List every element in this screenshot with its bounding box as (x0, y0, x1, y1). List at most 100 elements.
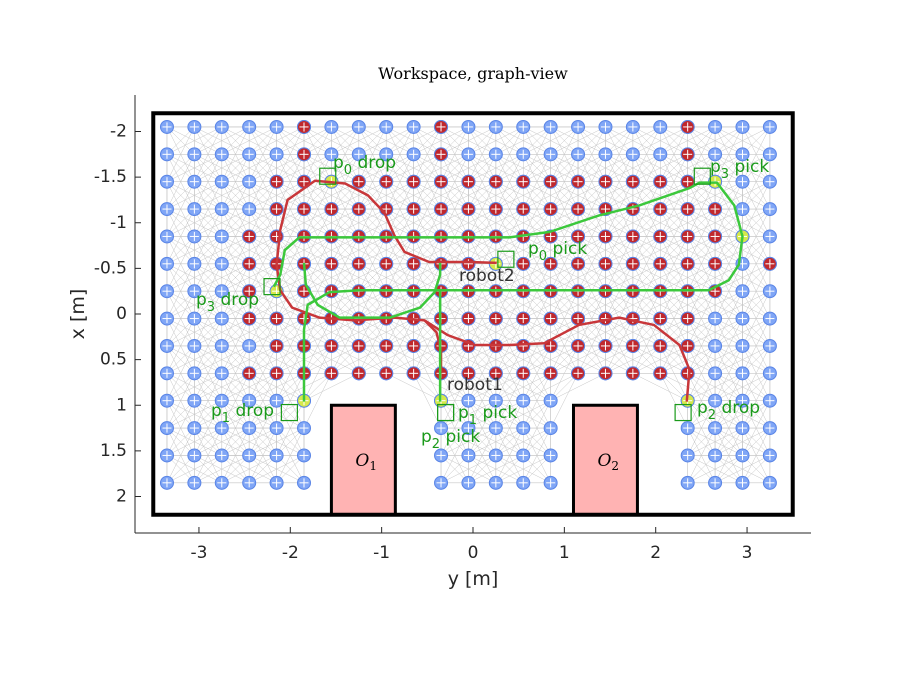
graph-edge (660, 236, 716, 265)
graph-edge (660, 345, 716, 374)
graph-edge (249, 181, 305, 210)
graph-edge (358, 345, 414, 374)
graph-edge (358, 236, 414, 265)
graph-edge (577, 318, 633, 347)
graph-edge (386, 154, 442, 182)
graph-edge (303, 373, 332, 429)
y-tick-label: 0.5 (100, 350, 127, 370)
graph-edge (550, 154, 606, 182)
graph-edge (358, 208, 414, 237)
graph-edge (632, 373, 688, 401)
graph-edge (714, 236, 771, 265)
boundary (151, 111, 795, 517)
graph-edge (523, 318, 579, 347)
graph-edge (166, 208, 222, 237)
graph-edge (166, 290, 222, 319)
graph-edge (495, 154, 551, 182)
obstacle (329, 403, 397, 517)
location-label-base: p (333, 153, 344, 173)
graph-edge (660, 181, 716, 210)
graph-edge (221, 400, 277, 429)
graph-edge (413, 154, 469, 182)
graph-edge (194, 181, 250, 210)
graph-edge (303, 208, 359, 237)
graph-edge (687, 236, 743, 265)
graph-edge (660, 126, 716, 155)
graph-edge (440, 455, 496, 484)
graph-edge (714, 290, 771, 319)
graph-edge (660, 373, 688, 429)
graph-edge (523, 154, 579, 182)
graph-edge (194, 208, 250, 237)
robot-label: robot2 (459, 266, 515, 286)
graph-edge (550, 263, 606, 292)
graph-edge (468, 318, 524, 347)
graph-edge (632, 208, 688, 237)
graph-edge (523, 181, 579, 210)
graph-edge (249, 427, 305, 456)
graph-edge (605, 208, 661, 237)
graph-edge (523, 290, 579, 319)
y-tick-label: -1.5 (94, 167, 127, 187)
graph-edge (276, 126, 332, 155)
location-label-base: p (697, 398, 708, 418)
graph-edge (331, 181, 387, 210)
location-label-sub: 0 (539, 249, 547, 264)
graph-edge (468, 154, 524, 182)
location-label-sub: 3 (721, 167, 729, 182)
graph-edge (495, 427, 551, 456)
chart-title: Workspace, graph-view (378, 64, 568, 83)
graph-edge (577, 345, 633, 374)
location-label: p2 drop (697, 398, 760, 423)
graph-edge (249, 290, 305, 319)
graph-edge (440, 318, 496, 347)
graph-edge (166, 455, 222, 484)
graph-edge (632, 263, 688, 292)
location-label-rest: drop (230, 401, 274, 421)
graph-edge (331, 236, 387, 265)
location-label-base: p (211, 401, 222, 421)
graph-edge (440, 400, 496, 429)
graph-edge (577, 126, 633, 155)
graph-edge (660, 154, 716, 182)
location-label: p0 drop (333, 153, 396, 178)
graph-edge (687, 373, 743, 401)
obstacle-label: O2 (597, 451, 619, 473)
location-label-sub: 2 (432, 437, 440, 452)
graph-edge (495, 208, 551, 237)
graph-edge (358, 126, 414, 155)
graph-edge (687, 181, 743, 210)
location-label: p1 drop (211, 401, 274, 426)
graph-edge (194, 455, 250, 484)
graph-edge (495, 263, 551, 292)
graph-edge (632, 318, 688, 347)
graph-edge (194, 373, 250, 401)
graph-edge (468, 208, 524, 237)
graph-edge (550, 126, 606, 155)
graph-edge (550, 345, 606, 374)
graph-edge (714, 345, 771, 374)
graph-edge (440, 154, 496, 182)
x-tick-label: 0 (468, 543, 479, 563)
graph-edge (331, 345, 387, 374)
obstacle (571, 403, 639, 517)
graph-edge (495, 373, 551, 401)
graph-edge (386, 126, 442, 155)
graph-edge (303, 263, 359, 292)
graph-edge (687, 455, 743, 484)
obstacle-label-sub: 1 (369, 459, 377, 473)
location-label-rest: drop (716, 398, 760, 418)
graph-edge (468, 126, 524, 155)
obstacle-label-base: O (597, 451, 611, 471)
graph-edge (495, 236, 551, 265)
graph-edge (358, 290, 414, 319)
graph-edge (632, 290, 688, 319)
graph-edge (221, 345, 277, 374)
graph-edge (660, 263, 716, 292)
graph-edge (331, 208, 387, 237)
graph-edge (495, 400, 551, 429)
graph-edge (166, 263, 222, 292)
graph-edge (221, 290, 277, 319)
graph-edge (386, 345, 442, 374)
